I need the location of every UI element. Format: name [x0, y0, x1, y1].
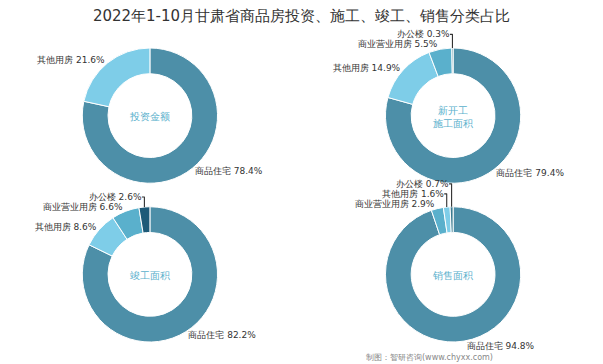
- svg-text:商品住宅 79.4%: 商品住宅 79.4%: [496, 168, 564, 178]
- svg-text:其他用房 8.6%: 其他用房 8.6%: [35, 222, 97, 232]
- svg-text:商品住宅 78.4%: 商品住宅 78.4%: [195, 166, 263, 176]
- svg-text:商业营业用房 5.5%: 商业营业用房 5.5%: [358, 39, 438, 49]
- svg-text:投资金额: 投资金额: [129, 111, 170, 122]
- svg-text:其他用房 1.6%: 其他用房 1.6%: [382, 189, 444, 199]
- svg-text:竣工面积: 竣工面积: [130, 270, 170, 281]
- svg-text:办公楼 2.6%: 办公楼 2.6%: [89, 192, 142, 202]
- svg-text:制图：智研咨询(www.chyxx.com): 制图：智研咨询(www.chyxx.com): [366, 353, 493, 362]
- svg-text:2022年1-10月甘肃省商品房投资、施工、竣工、销售分类占: 2022年1-10月甘肃省商品房投资、施工、竣工、销售分类占比: [93, 7, 510, 25]
- svg-text:办公楼 0.7%: 办公楼 0.7%: [396, 179, 449, 189]
- svg-text:其他用房 14.9%: 其他用房 14.9%: [333, 63, 401, 73]
- svg-text:新开工施工面积: 新开工施工面积: [433, 105, 473, 129]
- svg-text:销售面积: 销售面积: [432, 270, 473, 281]
- svg-text:办公楼 0.3%: 办公楼 0.3%: [397, 29, 450, 39]
- svg-text:商品住宅 94.8%: 商品住宅 94.8%: [467, 341, 535, 351]
- svg-text:其他用房 21.6%: 其他用房 21.6%: [37, 55, 105, 65]
- svg-text:商业营业用房 2.9%: 商业营业用房 2.9%: [355, 199, 435, 209]
- svg-text:商品住宅 82.2%: 商品住宅 82.2%: [188, 330, 256, 340]
- svg-text:商业营业用房 6.6%: 商业营业用房 6.6%: [43, 202, 123, 212]
